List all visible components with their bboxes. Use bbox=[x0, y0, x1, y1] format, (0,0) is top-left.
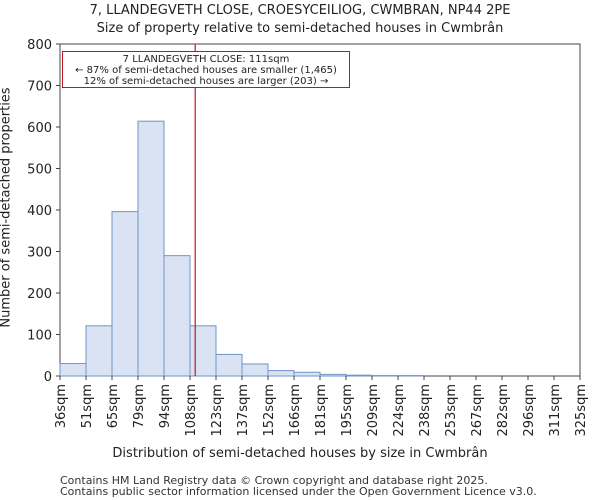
footer-line-2: Contains public sector information licen… bbox=[60, 485, 537, 498]
x-tick-label: 267sqm bbox=[470, 384, 485, 437]
annotation-box: 7 LLANDEGVETH CLOSE: 111sqm ← 87% of sem… bbox=[62, 51, 350, 88]
x-tick-label: 253sqm bbox=[444, 384, 459, 437]
histogram-bar bbox=[189, 325, 217, 377]
annotation-line-2: ← 87% of semi-detached houses are smalle… bbox=[75, 65, 337, 76]
histogram-bar bbox=[111, 211, 139, 377]
histogram-bar bbox=[163, 255, 191, 377]
x-tick-label: 65sqm bbox=[106, 384, 121, 428]
x-axis-label: Distribution of semi-detached houses by … bbox=[112, 446, 488, 461]
y-tick-label: 100 bbox=[27, 329, 52, 344]
x-tick-label: 36sqm bbox=[54, 384, 69, 428]
x-tick-label: 166sqm bbox=[288, 384, 303, 437]
x-tick-label: 325sqm bbox=[574, 384, 589, 437]
y-tick-label: 400 bbox=[27, 204, 52, 219]
x-tick-label: 224sqm bbox=[392, 384, 407, 437]
x-tick-label: 195sqm bbox=[340, 384, 355, 437]
x-tick-label: 209sqm bbox=[366, 384, 381, 437]
x-tick-label: 94sqm bbox=[158, 384, 173, 428]
x-tick-label: 152sqm bbox=[262, 384, 277, 437]
annotation-line-1: 7 LLANDEGVETH CLOSE: 111sqm bbox=[122, 54, 290, 65]
y-axis-label: Number of semi-detached properties bbox=[0, 87, 14, 328]
histogram-bar bbox=[215, 353, 243, 377]
y-tick-label: 300 bbox=[27, 246, 52, 261]
footer-line-1: Contains HM Land Registry data © Crown c… bbox=[60, 474, 488, 487]
annotation-line-3: 12% of semi-detached houses are larger (… bbox=[83, 76, 329, 87]
y-tick-label: 800 bbox=[27, 38, 52, 53]
x-tick-label: 79sqm bbox=[132, 384, 147, 428]
x-tick-label: 296sqm bbox=[522, 384, 537, 437]
x-tick-label: 137sqm bbox=[236, 384, 251, 437]
histogram-bar bbox=[267, 370, 295, 377]
x-tick-label: 181sqm bbox=[314, 384, 329, 437]
chart-title: 7, LLANDEGVETH CLOSE, CROESYCEILIOG, CWM… bbox=[89, 3, 511, 18]
histogram-bar bbox=[137, 120, 165, 377]
histogram-bar bbox=[293, 371, 321, 377]
x-tick-label: 311sqm bbox=[548, 384, 563, 437]
y-tick-label: 200 bbox=[27, 287, 52, 302]
x-tick-label: 108sqm bbox=[184, 384, 199, 437]
x-tick-label: 282sqm bbox=[496, 384, 511, 437]
x-tick-label: 238sqm bbox=[418, 384, 433, 437]
y-tick-label: 700 bbox=[27, 80, 52, 95]
histogram-bar bbox=[319, 373, 347, 377]
histogram-bar bbox=[345, 374, 373, 377]
chart-subtitle: Size of property relative to semi-detach… bbox=[96, 21, 504, 36]
histogram-bar bbox=[241, 363, 269, 377]
y-tick-label: 600 bbox=[27, 121, 52, 136]
y-tick-label: 0 bbox=[44, 370, 52, 385]
y-tick-label: 500 bbox=[27, 163, 52, 178]
histogram-bar bbox=[85, 325, 113, 377]
histogram-bar bbox=[59, 363, 87, 377]
x-tick-label: 51sqm bbox=[80, 384, 95, 428]
x-tick-label: 123sqm bbox=[210, 384, 225, 437]
